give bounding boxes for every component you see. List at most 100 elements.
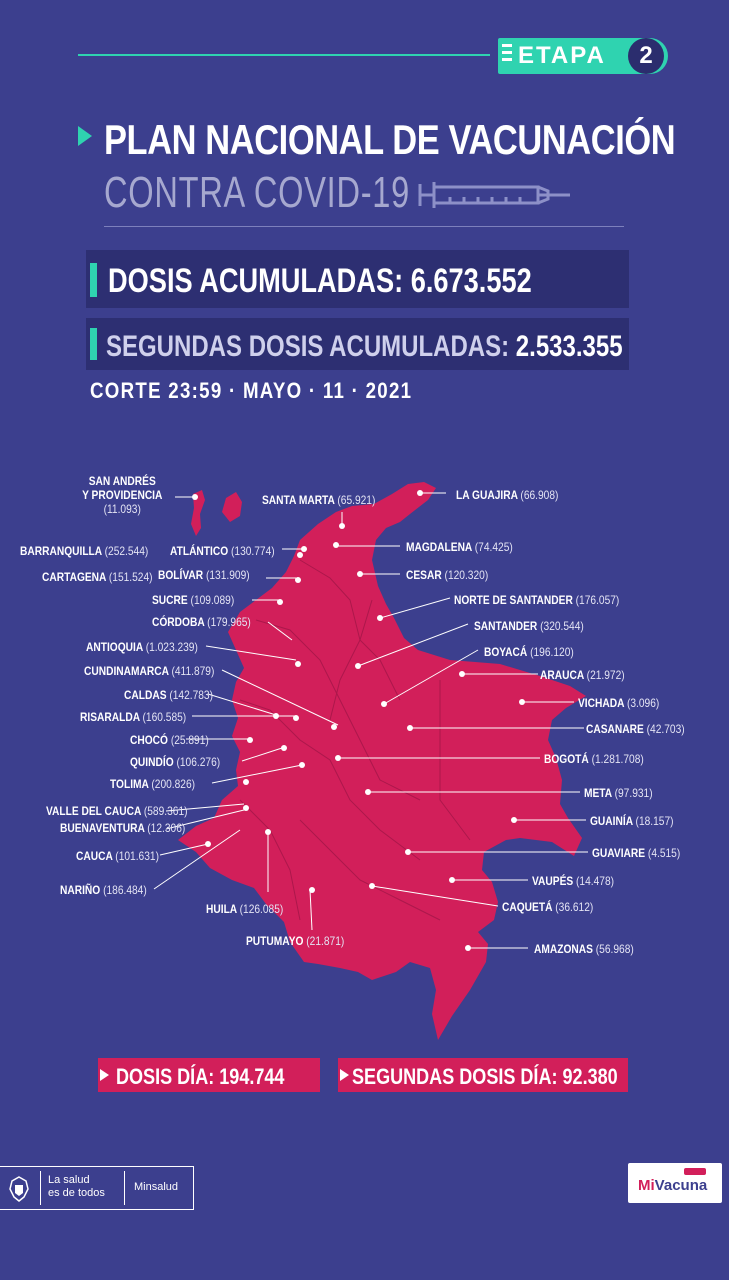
- region-name: BOGOTÁ: [544, 752, 589, 766]
- region-value: (120.320): [444, 568, 489, 582]
- play-arrow-icon: [340, 1069, 349, 1081]
- region-value: (66.908): [520, 488, 559, 502]
- region-name: BOYACÁ: [484, 645, 528, 659]
- region-name: CÓRDOBA: [152, 615, 205, 629]
- department-borders: [239, 559, 471, 921]
- region-name: SANTANDER: [474, 619, 538, 633]
- region-value: (74.425): [474, 540, 513, 554]
- region-value: (3.096): [626, 696, 660, 710]
- label-casanare: CASANARE (42.703): [586, 722, 685, 736]
- label-atlantico: ATLÁNTICO (130.774): [170, 544, 275, 558]
- label-san-andres: SAN ANDRÉS Y PROVIDENCIA (11.093): [82, 474, 162, 516]
- label-buenaventura: BUENAVENTURA (12.306): [60, 821, 185, 835]
- region-value: (200.826): [151, 777, 196, 791]
- label-guaviare: GUAVIARE (4.515): [592, 846, 680, 860]
- region-name: RISARALDA: [80, 710, 140, 724]
- region-value: (21.871): [306, 934, 345, 948]
- region-value: (252.544): [104, 544, 149, 558]
- region-value: (196.120): [530, 645, 574, 659]
- region-value: (36.612): [555, 900, 594, 914]
- mivacuna-text: MiVacuna: [638, 1177, 707, 1194]
- label-vaupes: VAUPÉS (14.478): [532, 874, 614, 888]
- label-cartagena: CARTAGENA (151.524): [42, 570, 153, 584]
- region-name: ARAUCA: [540, 668, 584, 682]
- region-value: (4.515): [647, 846, 681, 860]
- daily-doses-label: DOSIS DÍA:: [116, 1064, 215, 1089]
- label-tolima: TOLIMA (200.826): [110, 777, 195, 791]
- accent-bar: [90, 263, 97, 297]
- region-value: (186.484): [103, 883, 147, 897]
- region-name: CAUCA: [76, 849, 113, 863]
- region-value: (411.879): [171, 664, 215, 678]
- label-putumayo: PUTUMAYO (21.871): [246, 934, 344, 948]
- label-huila: HUILA (126.085): [206, 902, 283, 916]
- region-value: (106.276): [176, 755, 221, 769]
- label-cesar: CESAR (120.320): [406, 568, 488, 582]
- slogan: La salud es de todos: [48, 1174, 105, 1200]
- region-value: (320.544): [540, 619, 584, 633]
- label-cordoba: CÓRDOBA (179.965): [152, 615, 251, 629]
- region-value: (131.909): [205, 568, 250, 582]
- region-name: GUAINÍA: [590, 814, 633, 828]
- region-name: LA GUAJIRA: [456, 488, 518, 502]
- label-la-guajira: LA GUAJIRA (66.908): [456, 488, 558, 502]
- page-title: PLAN NACIONAL DE VACUNACIÓN: [104, 116, 676, 163]
- page-subtitle: CONTRA COVID-19: [104, 168, 411, 217]
- region-name: PUTUMAYO: [246, 934, 304, 948]
- region-name: VAUPÉS: [532, 874, 574, 888]
- region-name: BOLÍVAR: [158, 568, 204, 582]
- etapa-label: ETAPA: [518, 42, 606, 69]
- region-name: MAGDALENA: [406, 540, 472, 554]
- region-name: VICHADA: [578, 696, 625, 710]
- mainland-map: [178, 482, 586, 1040]
- region-name: BARRANQUILLA: [20, 544, 102, 558]
- region-name: BUENAVENTURA: [60, 821, 145, 835]
- play-arrow-icon: [100, 1069, 109, 1081]
- region-name: QUINDÍO: [130, 755, 174, 769]
- region-name: ANTIOQUIA: [86, 640, 143, 654]
- mivacuna-suffix: Vacuna: [654, 1177, 708, 1194]
- region-name: HUILA: [206, 902, 237, 916]
- syringe-icon: [684, 1168, 706, 1175]
- title-rule: [104, 226, 624, 227]
- label-cundinamarca: CUNDINAMARCA (411.879): [84, 664, 214, 678]
- region-value: (56.968): [595, 942, 634, 956]
- region-name: GUAVIARE: [592, 846, 646, 860]
- region-value: (589.361): [143, 804, 188, 818]
- region-name: META: [584, 786, 612, 800]
- region-name: CALDAS: [124, 688, 167, 702]
- region-name: NARIÑO: [60, 883, 101, 897]
- leader-lines: [153, 492, 588, 949]
- region-value: (1.281.708): [591, 752, 644, 766]
- label-bogota: BOGOTÁ (1.281.708): [544, 752, 644, 766]
- region-value: (160.585): [142, 710, 187, 724]
- label-risaralda: RISARALDA (160.585): [80, 710, 186, 724]
- region-name: SUCRE: [152, 593, 188, 607]
- region-name: SANTA MARTA: [262, 493, 335, 507]
- label-boyaca: BOYACÁ (196.120): [484, 645, 574, 659]
- san-andres-island: [191, 490, 205, 536]
- region-value: (101.631): [115, 849, 159, 863]
- label-santander: SANTANDER (320.544): [474, 619, 584, 633]
- region-name: CAQUETÁ: [502, 900, 553, 914]
- coat-of-arms-icon: [9, 1176, 29, 1202]
- label-narino: NARIÑO (186.484): [60, 883, 147, 897]
- total-doses-box: DOSIS ACUMULADAS: 6.673.552: [86, 250, 629, 308]
- region-value: (12.306): [147, 821, 186, 835]
- region-name: CUNDINAMARCA: [84, 664, 169, 678]
- menu-lines-icon: [502, 44, 514, 65]
- label-guainia: GUAINÍA (18.157): [590, 814, 674, 828]
- mivacuna-logo: MiVacuna: [628, 1163, 722, 1203]
- slogan-line: es de todos: [48, 1187, 105, 1199]
- region-value: (14.478): [576, 874, 615, 888]
- region-name: ATLÁNTICO: [170, 544, 229, 558]
- providencia-island: [222, 492, 242, 522]
- label-caqueta: CAQUETÁ (36.612): [502, 900, 593, 914]
- region-name: VALLE DEL CAUCA: [46, 804, 142, 818]
- region-value: (109.089): [190, 593, 235, 607]
- etapa-number: 2: [628, 38, 664, 74]
- label-bolivar: BOLÍVAR (131.909): [158, 568, 250, 582]
- label-magdalena: MAGDALENA (74.425): [406, 540, 513, 554]
- daily-second-doses-text: SEGUNDAS DOSIS DÍA: 92.380: [352, 1064, 618, 1090]
